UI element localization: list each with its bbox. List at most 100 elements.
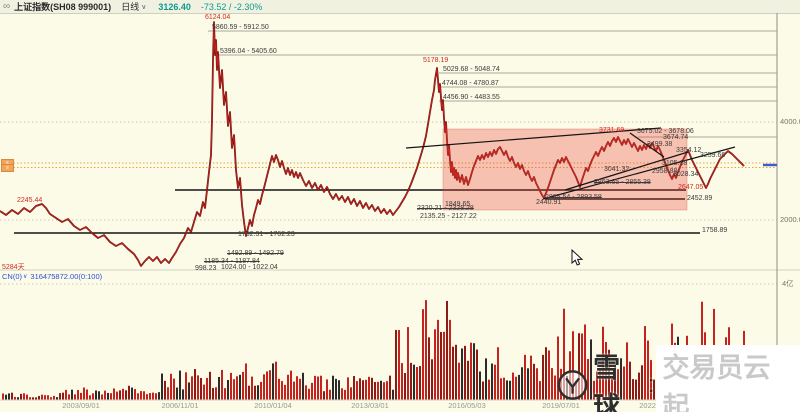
volume-bar [14,396,16,400]
volume-bar [308,388,310,400]
volume-bar [209,371,211,400]
volume-bar [140,391,142,400]
volume-bar [83,387,85,400]
volume-bar [350,387,352,400]
volume-bar [590,339,592,400]
volume-bar [110,393,112,400]
volume-bar [74,394,76,400]
volume-bar [647,340,649,400]
app-logo-icon: ∞ [3,1,11,12]
volume-bar [365,379,367,400]
volume-bar [467,360,469,400]
volume-bar [41,394,43,400]
volume-bar [413,364,415,400]
volume-bar [179,370,181,400]
volume-bar [239,374,241,400]
volume-bar [134,389,136,400]
volume-bar [602,326,604,400]
volume-bar [107,392,109,400]
volume-bar [197,375,199,400]
volume-bar [287,374,289,400]
volume-bar [356,381,358,400]
price-change: -73.52 / -2.30% [200,1,263,12]
volume-bar [368,376,370,400]
volume-bar [215,387,217,400]
chevron-down-icon: ∨ [23,274,28,280]
volume-bar [383,382,385,400]
volume-bar [431,359,433,400]
volume-bar [488,379,490,400]
volume-bar [149,393,151,400]
watermark-brand: 雪球 [593,353,621,412]
indicator-row: CN(0) ∨ 316475872.00(0:100) [2,272,102,281]
volume-bar [296,376,298,400]
volume-bar [584,324,586,400]
volume-bar [170,373,172,400]
volume-bar [326,379,328,400]
volume-bar [404,373,406,400]
volume-bar [407,327,409,400]
indicator-dropdown[interactable]: CN(0) ∨ [2,272,30,281]
volume-bar [572,331,574,400]
volume-bar [218,376,220,400]
trendline [629,132,665,158]
volume-bar [56,397,58,400]
chevron-down-icon: ∨ [141,3,147,11]
volume-bar [158,392,160,400]
volume-bar [200,378,202,400]
volume-bar [500,378,502,400]
volume-bar [485,358,487,400]
volume-bar [101,394,103,400]
volume-bar [164,380,166,400]
volume-bar [551,368,553,400]
volume-bar [503,377,505,400]
watermark-author: 交易员云起 [656,345,800,412]
volume-bar [581,333,583,400]
volume-bar [290,370,292,400]
price-curve [0,21,745,267]
volume-bar [446,300,448,400]
volume-bar [98,391,100,400]
volume-bar [452,346,454,400]
volume-bar [380,380,382,400]
volume-bar [545,347,547,400]
volume-bar [434,329,436,400]
volume-bar [233,379,235,400]
volume-bar [311,382,313,400]
volume-bar [512,372,514,400]
volume-bar [230,372,232,400]
volume-bar [527,368,529,400]
volume-bar [461,348,463,400]
volume-bar [632,379,634,400]
volume-bar [260,381,262,400]
volume-bar [62,392,64,400]
period-dropdown[interactable]: 日线 ∨ [121,0,146,13]
volume-bar [92,393,94,400]
volume-bar [266,371,268,400]
volume-bar [362,380,364,400]
volume-bar [377,381,379,400]
volume-bar [143,391,145,400]
volume-bar [203,384,205,400]
indicator-value: 316475872.00(0:100) [30,272,103,281]
volume-bar [104,390,106,400]
volume-bar [392,389,394,400]
volume-bar [263,374,265,400]
volume-bar [530,355,532,400]
volume-bar [548,350,550,400]
volume-bar [185,372,187,400]
volume-bar [305,385,307,400]
volume-bar [596,371,598,400]
volume-bar [86,389,88,400]
volume-bar [641,365,643,400]
volume-bar [599,367,601,400]
volume-bar [128,385,130,400]
volume-bar [419,366,421,400]
volume-bar [314,375,316,400]
volume-bar [347,377,349,400]
volume-bar [518,374,520,400]
trendline [542,146,736,200]
volume-bar [32,397,34,400]
volume-bar [152,392,154,400]
